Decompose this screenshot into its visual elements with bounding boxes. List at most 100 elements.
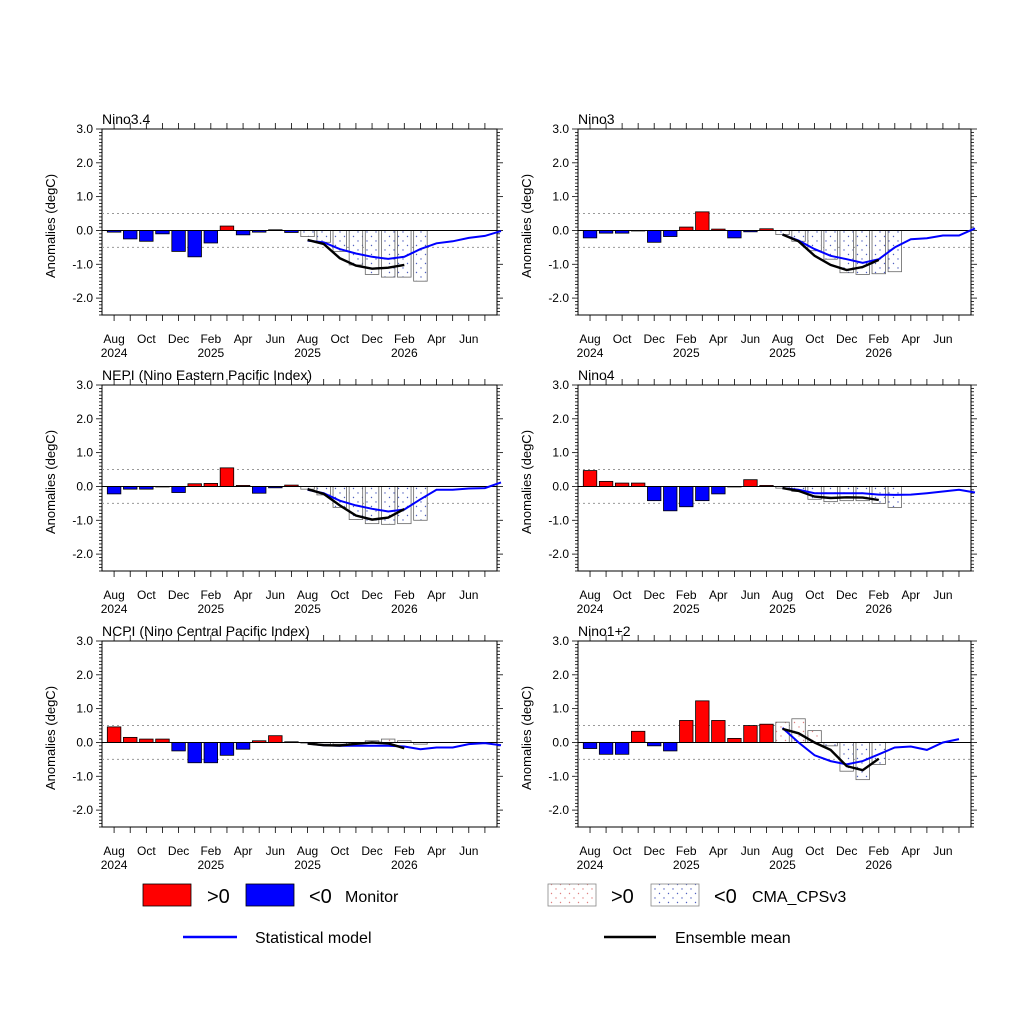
chart-panel: 3.0 2.0 1.0 0.0 -1.0 -2.0 Anomalies (degC) NCPI… [43, 623, 503, 872]
monitor-bar [219, 225, 235, 231]
monitor-bar [663, 742, 678, 752]
x-tick-label: Jun [933, 332, 952, 346]
cps-forecast-bar [397, 486, 412, 525]
y-tick-label: -1.0 [72, 513, 93, 527]
y-tick-label: 1.0 [552, 190, 569, 204]
monitor-bar [727, 737, 742, 743]
monitor-bar [614, 742, 630, 755]
x-tick-year-label: 2025 [294, 858, 321, 872]
x-tick-label: Apr [427, 588, 446, 602]
monitor-bar [219, 467, 235, 487]
y-tick-label: 0.0 [552, 223, 569, 237]
monitor-bar [582, 230, 598, 239]
y-tick-label: 2.0 [552, 668, 569, 682]
x-tick-label: Jun [741, 332, 760, 346]
y-axis-label: Anomalies (degC) [43, 686, 58, 790]
x-tick-label: Apr [902, 844, 921, 858]
chart-panel: 3.0 2.0 1.0 0.0 -1.0 -2.0 Anomalies (degC) NEPI… [43, 367, 503, 616]
x-tick-year-label: 2026 [391, 602, 418, 616]
plot-frame [101, 128, 498, 316]
y-tick-label: 2.0 [552, 412, 569, 426]
plot-frame [101, 384, 498, 572]
statistical-model-line [782, 487, 976, 496]
x-tick-year-label: 2024 [577, 346, 604, 360]
monitor-bar [727, 230, 742, 239]
x-tick-label: Oct [137, 588, 156, 602]
chart-title: NCPI (Nino Central Pacific Index) [102, 623, 310, 639]
ensemble-mean-line [307, 238, 405, 270]
x-tick-year-label: 2026 [865, 858, 892, 872]
monitor-bar [203, 742, 218, 764]
monitor-bar [123, 230, 138, 240]
y-tick-label: -1.0 [548, 513, 569, 527]
x-tick-year-label: 2026 [865, 346, 892, 360]
chart-panel: 3.0 2.0 1.0 0.0 -1.0 -2.0 Anomalies (degC) Nino… [43, 111, 503, 360]
x-tick-label: Oct [805, 588, 824, 602]
x-tick-label: Feb [868, 844, 889, 858]
ensemble-mean-line [782, 486, 879, 502]
x-tick-year-label: 2025 [197, 858, 224, 872]
monitor-bar [759, 723, 774, 743]
y-tick-label: 3.0 [552, 378, 569, 392]
y-tick-label: 2.0 [552, 156, 569, 170]
x-tick-label: Aug [103, 844, 124, 858]
monitor-bar [155, 230, 170, 235]
x-tick-label: Apr [234, 332, 253, 346]
x-tick-label: Apr [709, 588, 728, 602]
chart-panel: 3.0 2.0 1.0 0.0 -1.0 -2.0 Anomalies (degC) Nino… [519, 111, 977, 360]
monitor-bar [171, 230, 186, 252]
x-tick-label: Oct [330, 588, 349, 602]
x-tick-label: Jun [741, 588, 760, 602]
x-tick-label: Dec [361, 588, 382, 602]
monitor-bar [631, 730, 646, 743]
y-tick-label: 0.0 [76, 223, 93, 237]
x-tick-label: Oct [137, 332, 156, 346]
ensemble-mean-line [782, 727, 880, 772]
y-tick-label: 1.0 [76, 702, 93, 716]
cps-forecast-bar [871, 230, 886, 275]
x-tick-year-label: 2025 [673, 602, 700, 616]
x-tick-label: Dec [168, 844, 189, 858]
monitor-bar [695, 486, 710, 502]
y-tick-label: 3.0 [76, 634, 93, 648]
x-tick-year-label: 2025 [294, 346, 321, 360]
x-tick-label: Jun [266, 844, 285, 858]
monitor-bar [582, 470, 598, 487]
x-tick-label: Apr [234, 588, 253, 602]
monitor-bar [219, 742, 235, 756]
cps-forecast-bar [381, 230, 396, 278]
x-tick-label: Apr [709, 332, 728, 346]
x-tick-label: Feb [676, 588, 697, 602]
y-tick-label: 2.0 [76, 668, 93, 682]
monitor-bar [679, 720, 694, 743]
x-tick-label: Aug [579, 588, 600, 602]
chart-title: Nino3.4 [102, 111, 150, 127]
x-tick-label: Aug [297, 844, 318, 858]
monitor-bar [139, 230, 154, 242]
chart-title: NEPI (Nino Eastern Pacific Index) [102, 367, 312, 383]
monitor-bar [171, 486, 186, 493]
monitor-bar [647, 230, 662, 243]
x-tick-year-label: 2026 [865, 602, 892, 616]
x-tick-label: Jun [459, 844, 478, 858]
monitor-bar [614, 482, 630, 487]
monitor-bar [679, 486, 694, 508]
monitor-bar [711, 720, 726, 743]
x-tick-label: Feb [200, 844, 221, 858]
x-tick-label: Feb [868, 332, 889, 346]
x-tick-label: Jun [459, 588, 478, 602]
x-tick-label: Aug [103, 588, 124, 602]
x-tick-label: Jun [741, 844, 760, 858]
x-tick-year-label: 2024 [577, 858, 604, 872]
monitor-bar [268, 735, 283, 743]
x-tick-label: Feb [394, 844, 415, 858]
y-tick-label: -1.0 [72, 769, 93, 783]
x-tick-label: Dec [168, 332, 189, 346]
x-tick-label: Apr [902, 332, 921, 346]
y-tick-label: 0.0 [552, 735, 569, 749]
monitor-bar [695, 700, 710, 743]
y-tick-label: -2.0 [548, 803, 569, 817]
monitor-bar [598, 480, 614, 487]
x-tick-label: Oct [805, 332, 824, 346]
monitor-bar [631, 482, 646, 487]
